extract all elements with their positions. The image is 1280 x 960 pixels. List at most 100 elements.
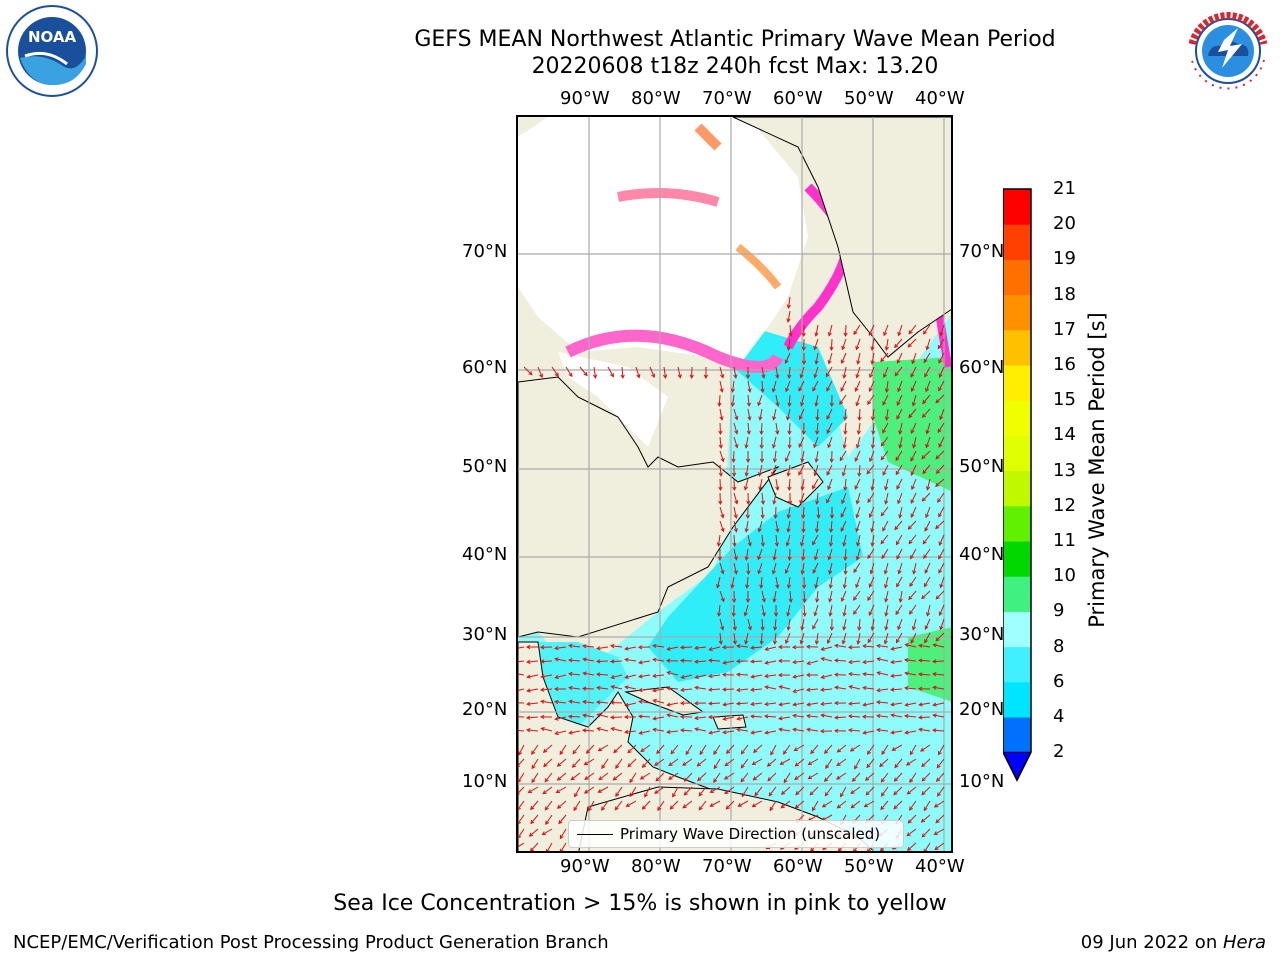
wave-arrow xyxy=(854,478,861,490)
wave-arrow-head xyxy=(815,598,820,603)
sea-ice-edge xyxy=(694,123,722,151)
wave-arrow xyxy=(800,534,805,546)
wave-arrow xyxy=(770,744,777,755)
wave-arrow xyxy=(758,520,763,532)
wave-arrow-head xyxy=(843,332,848,338)
wave-arrow-head xyxy=(598,776,603,781)
wave-arrow xyxy=(759,478,763,490)
wave-arrow xyxy=(886,408,889,420)
wave-arrow xyxy=(750,660,763,663)
wave-arrow-head xyxy=(699,750,704,756)
wave-arrow xyxy=(923,548,931,559)
wave-arrow-head xyxy=(841,640,846,645)
wave-arrow xyxy=(932,729,945,732)
wave-arrow-head xyxy=(828,612,833,617)
wave-arrow xyxy=(891,660,903,663)
wave-arrow-head xyxy=(652,657,657,662)
lon-tick-top: 50°W xyxy=(844,88,894,109)
wave-arrow-head xyxy=(933,803,939,808)
wave-arrow xyxy=(708,688,721,691)
wave-arrow-head xyxy=(904,686,909,691)
wave-arrow xyxy=(518,673,525,676)
wave-arrow xyxy=(856,492,861,504)
wave-arrow xyxy=(786,534,791,546)
wave-arrow-head xyxy=(883,331,888,337)
colorbar-band xyxy=(1003,400,1031,436)
wave-arrow xyxy=(891,730,903,734)
wave-arrow-head xyxy=(812,387,817,392)
wave-arrow-head xyxy=(735,701,741,706)
wave-arrow xyxy=(910,632,917,644)
wave-arrow-head xyxy=(805,644,811,649)
wave-arrow xyxy=(569,730,581,734)
wave-arrow-head xyxy=(839,456,844,462)
wave-arrow xyxy=(542,828,553,835)
wave-arrow xyxy=(881,548,889,559)
wave-arrow-head xyxy=(518,834,522,839)
wave-arrow-head xyxy=(935,469,941,474)
wave-arrow xyxy=(908,324,917,335)
wave-arrow-head xyxy=(583,761,589,766)
wave-arrow-head xyxy=(735,672,741,677)
wave-arrow-head xyxy=(868,513,873,519)
wave-arrow xyxy=(733,562,737,574)
lat-tick-right: 20°N xyxy=(959,699,1005,720)
wave-arrow xyxy=(924,562,931,574)
wave-arrow-head xyxy=(778,727,783,732)
wave-arrow-head xyxy=(718,472,723,477)
wave-arrow xyxy=(775,478,779,490)
wave-arrow-head xyxy=(652,643,657,649)
wave-arrow-head xyxy=(801,430,806,436)
wave-arrow xyxy=(807,660,819,665)
wave-arrow-head xyxy=(614,806,619,811)
wave-arrow-head xyxy=(717,402,722,408)
wave-arrow-head xyxy=(740,750,745,755)
colorbar-tick: 11 xyxy=(1053,530,1076,551)
wave-arrow xyxy=(531,758,539,769)
wave-arrow-head xyxy=(854,485,859,490)
lat-tick-right: 30°N xyxy=(959,624,1005,645)
wave-arrow xyxy=(807,702,819,706)
wave-arrow-head xyxy=(615,764,620,769)
wave-arrow xyxy=(893,800,903,810)
wave-arrow-head xyxy=(904,714,909,719)
wave-arrow xyxy=(835,686,847,690)
wave-arrow xyxy=(719,632,722,644)
wave-arrow-head xyxy=(731,458,736,464)
wave-arrow xyxy=(891,714,903,718)
wave-arrow-head xyxy=(732,640,738,645)
wave-arrow-head xyxy=(853,330,858,336)
wave-arrow-head xyxy=(539,645,545,650)
wave-arrow xyxy=(841,590,847,602)
wave-arrow-head xyxy=(870,486,875,491)
wave-arrow-head xyxy=(582,699,587,705)
wave-arrow xyxy=(559,828,567,839)
wave-arrow-head xyxy=(870,444,876,449)
wave-arrow-head xyxy=(812,625,817,630)
wave-arrow xyxy=(816,422,819,434)
wave-arrow xyxy=(695,646,707,649)
wave-arrow-head xyxy=(744,640,749,645)
wave-arrow xyxy=(858,464,861,477)
wave-arrow-head xyxy=(829,528,834,533)
wave-arrow-head xyxy=(733,374,738,379)
wave-arrow xyxy=(935,814,945,824)
wave-arrow-head xyxy=(882,401,887,406)
wave-arrow xyxy=(781,786,791,795)
wave-arrow-head xyxy=(743,486,748,491)
wave-arrow xyxy=(937,422,945,433)
wave-arrow xyxy=(672,786,679,797)
wave-arrow xyxy=(555,730,567,735)
wave-arrow xyxy=(682,800,693,809)
wave-arrow-head xyxy=(568,730,573,735)
wave-arrow xyxy=(921,450,931,459)
wave-arrow-head xyxy=(938,443,943,448)
wave-arrow-head xyxy=(707,658,713,663)
wave-arrow xyxy=(934,828,945,835)
wave-arrow-head xyxy=(932,702,937,707)
wave-arrow-head xyxy=(801,332,806,338)
wave-arrow xyxy=(757,548,763,560)
wave-arrow-head xyxy=(847,645,853,650)
wave-arrow xyxy=(653,645,665,648)
wave-arrow-head xyxy=(640,748,645,753)
